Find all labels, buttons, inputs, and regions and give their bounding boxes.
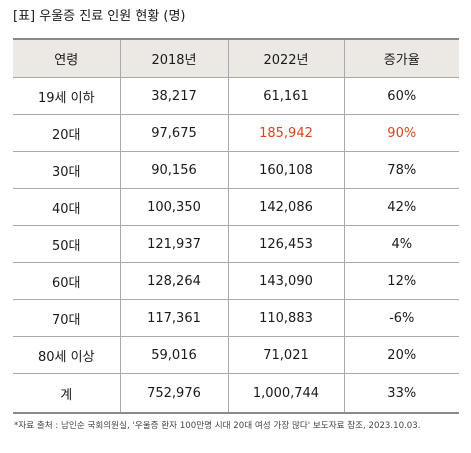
header-2018: 2018년 bbox=[120, 38, 229, 78]
table-row: 80세 이상 59,016 71,021 20% bbox=[13, 336, 459, 374]
value-2018-cell: 117,361 bbox=[120, 299, 229, 337]
value-2022-cell: 160,108 bbox=[228, 151, 345, 189]
rate-cell: 20% bbox=[344, 336, 459, 374]
rate-cell: 78% bbox=[344, 151, 459, 189]
value-2022-cell: 61,161 bbox=[228, 77, 345, 115]
table-row: 19세 이하 38,217 61,161 60% bbox=[13, 77, 459, 115]
header-2022: 2022년 bbox=[228, 38, 345, 78]
value-2022-cell: 126,453 bbox=[228, 225, 345, 263]
rate-cell: 42% bbox=[344, 188, 459, 226]
table-row: 20대 97,675 185,942 90% bbox=[13, 114, 459, 152]
total-rate-cell: 33% bbox=[344, 373, 459, 414]
rate-cell: 4% bbox=[344, 225, 459, 263]
table-row: 70대 117,361 110,883 -6% bbox=[13, 299, 459, 337]
table-header-row: 연령 2018년 2022년 증가율 bbox=[13, 38, 459, 78]
age-cell: 20대 bbox=[13, 114, 121, 152]
source-note: *자료 출처 : 남인순 국회의원실, '우울증 환자 100만명 시대 20대… bbox=[14, 421, 421, 431]
age-cell: 50대 bbox=[13, 225, 121, 263]
table-row: 60대 128,264 143,090 12% bbox=[13, 262, 459, 300]
table-title: [표] 우울증 진료 인원 현황 (명) bbox=[13, 9, 186, 24]
age-cell: 40대 bbox=[13, 188, 121, 226]
total-2022-cell: 1,000,744 bbox=[228, 373, 345, 414]
table-row: 30대 90,156 160,108 78% bbox=[13, 151, 459, 189]
age-cell: 70대 bbox=[13, 299, 121, 337]
value-2018-cell: 97,675 bbox=[120, 114, 229, 152]
value-2022-cell: 142,086 bbox=[228, 188, 345, 226]
age-cell: 30대 bbox=[13, 151, 121, 189]
age-cell: 80세 이상 bbox=[13, 336, 121, 374]
value-2018-cell: 59,016 bbox=[120, 336, 229, 374]
depression-patients-table: 연령 2018년 2022년 증가율 19세 이하 38,217 61,161 … bbox=[13, 38, 459, 414]
total-2018-cell: 752,976 bbox=[120, 373, 229, 414]
rate-cell: -6% bbox=[344, 299, 459, 337]
value-2018-cell: 38,217 bbox=[120, 77, 229, 115]
value-2022-cell: 110,883 bbox=[228, 299, 345, 337]
value-2022-cell: 143,090 bbox=[228, 262, 345, 300]
rate-cell-highlight: 90% bbox=[344, 114, 459, 152]
table-row: 40대 100,350 142,086 42% bbox=[13, 188, 459, 226]
age-cell: 60대 bbox=[13, 262, 121, 300]
value-2018-cell: 90,156 bbox=[120, 151, 229, 189]
header-age: 연령 bbox=[13, 38, 121, 78]
value-2022-cell: 71,021 bbox=[228, 336, 345, 374]
value-2018-cell: 121,937 bbox=[120, 225, 229, 263]
rate-cell: 60% bbox=[344, 77, 459, 115]
header-increase-rate: 증가율 bbox=[344, 38, 459, 78]
table-total-row: 계 752,976 1,000,744 33% bbox=[13, 373, 459, 414]
value-2018-cell: 128,264 bbox=[120, 262, 229, 300]
total-label-cell: 계 bbox=[13, 373, 121, 414]
rate-cell: 12% bbox=[344, 262, 459, 300]
table-row: 50대 121,937 126,453 4% bbox=[13, 225, 459, 263]
value-2022-cell-highlight: 185,942 bbox=[228, 114, 345, 152]
value-2018-cell: 100,350 bbox=[120, 188, 229, 226]
age-cell: 19세 이하 bbox=[13, 77, 121, 115]
